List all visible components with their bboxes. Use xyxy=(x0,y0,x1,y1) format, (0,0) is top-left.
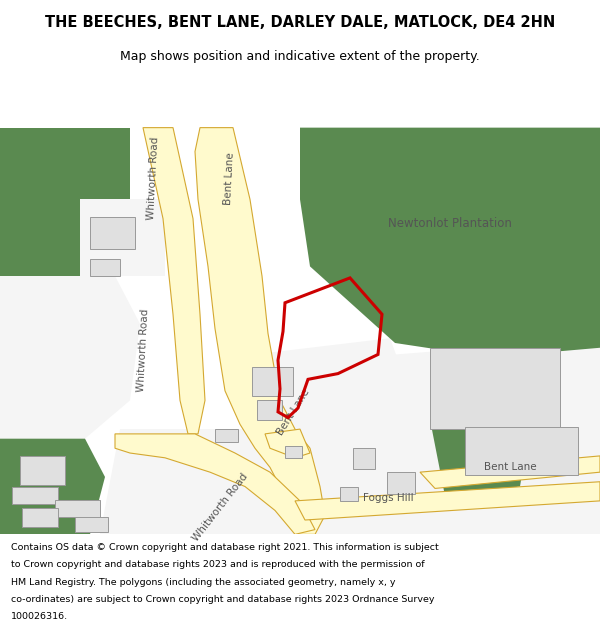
Polygon shape xyxy=(340,486,358,501)
Polygon shape xyxy=(90,259,120,276)
Text: Contains OS data © Crown copyright and database right 2021. This information is : Contains OS data © Crown copyright and d… xyxy=(11,543,439,552)
Polygon shape xyxy=(55,500,100,517)
Text: Bent Lane: Bent Lane xyxy=(223,152,235,205)
Polygon shape xyxy=(230,338,420,448)
Text: Newtonlot Plantation: Newtonlot Plantation xyxy=(388,217,512,230)
Polygon shape xyxy=(90,217,135,249)
Polygon shape xyxy=(252,367,293,396)
Text: THE BEECHES, BENT LANE, DARLEY DALE, MATLOCK, DE4 2HN: THE BEECHES, BENT LANE, DARLEY DALE, MAT… xyxy=(45,15,555,30)
Polygon shape xyxy=(430,348,560,429)
Polygon shape xyxy=(387,472,415,494)
Polygon shape xyxy=(265,429,310,458)
Text: HM Land Registry. The polygons (including the associated geometry, namely x, y: HM Land Registry. The polygons (includin… xyxy=(11,578,395,586)
Polygon shape xyxy=(420,456,600,489)
Text: Map shows position and indicative extent of the property.: Map shows position and indicative extent… xyxy=(120,50,480,62)
Text: Whitworth Road: Whitworth Road xyxy=(146,136,160,220)
Polygon shape xyxy=(215,429,238,441)
Text: Bent Lane: Bent Lane xyxy=(484,462,536,472)
Text: 100026316.: 100026316. xyxy=(11,612,68,621)
Polygon shape xyxy=(195,127,325,534)
Polygon shape xyxy=(0,439,105,534)
Polygon shape xyxy=(115,434,315,534)
Polygon shape xyxy=(295,482,600,520)
Polygon shape xyxy=(285,446,302,458)
Polygon shape xyxy=(0,127,130,276)
Text: Bent Lane: Bent Lane xyxy=(275,387,311,437)
Polygon shape xyxy=(257,401,282,419)
Polygon shape xyxy=(20,456,65,484)
Polygon shape xyxy=(80,199,165,276)
Polygon shape xyxy=(75,517,108,532)
Polygon shape xyxy=(12,486,58,504)
Polygon shape xyxy=(22,508,58,527)
Polygon shape xyxy=(360,338,600,486)
Polygon shape xyxy=(430,401,530,496)
Text: to Crown copyright and database rights 2023 and is reproduced with the permissio: to Crown copyright and database rights 2… xyxy=(11,561,424,569)
Polygon shape xyxy=(100,429,600,534)
Text: co-ordinates) are subject to Crown copyright and database rights 2023 Ordnance S: co-ordinates) are subject to Crown copyr… xyxy=(11,594,434,604)
Polygon shape xyxy=(143,127,205,434)
Text: Whitworth Road: Whitworth Road xyxy=(190,472,250,544)
Text: Whitworth Road: Whitworth Road xyxy=(136,309,150,392)
Polygon shape xyxy=(0,276,140,439)
Polygon shape xyxy=(300,127,600,358)
Polygon shape xyxy=(353,448,375,469)
Polygon shape xyxy=(465,428,578,475)
Text: Foggs Hill: Foggs Hill xyxy=(362,493,413,503)
